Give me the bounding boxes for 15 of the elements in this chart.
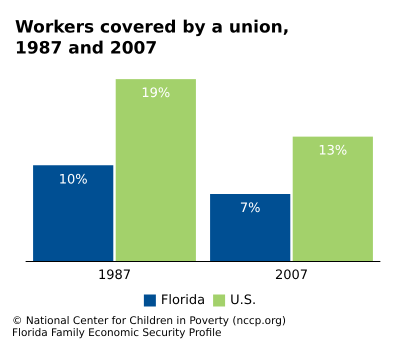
text: Florida Family Economic Security Profile [12, 327, 222, 339]
data-label: 19% [141, 86, 170, 102]
data-label: 10% [58, 172, 88, 188]
data-label: 7% [240, 201, 260, 216]
bar [292, 136, 373, 261]
bar [33, 165, 114, 261]
bar [116, 79, 196, 261]
x-tick-label: 2007 [274, 268, 308, 283]
data-label: 13% [318, 144, 348, 159]
chart-title: Workers covered by a union, 1987 and 2007 [15, 18, 290, 58]
x-tick-label: 1987 [98, 268, 132, 283]
text: © National Center for Children in Poverty (nccp.org) [12, 315, 286, 327]
legend-label: U.S. [230, 293, 256, 308]
legend-label: Florida [160, 293, 206, 308]
bar [210, 194, 290, 261]
